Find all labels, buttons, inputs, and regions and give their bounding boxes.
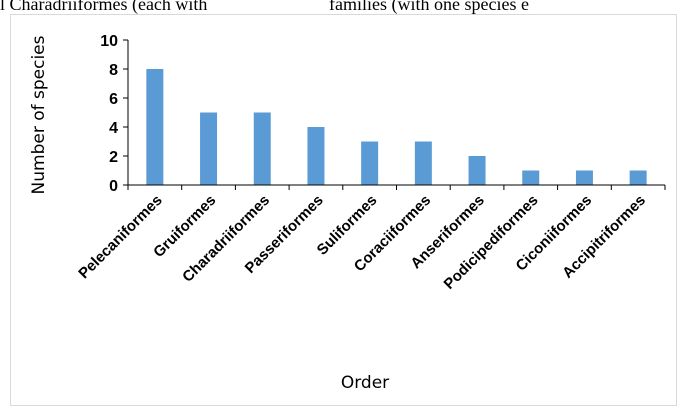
bar bbox=[522, 170, 540, 185]
y-tick-label: 0 bbox=[109, 178, 118, 195]
y-axis: 0 2 4 6 8 10 bbox=[100, 33, 129, 195]
bar bbox=[146, 69, 164, 185]
bar bbox=[307, 127, 325, 185]
bar bbox=[629, 170, 647, 185]
caption-fragment-right: families (with one species e bbox=[329, 0, 529, 14]
bars bbox=[146, 69, 647, 185]
y-tick-label: 8 bbox=[109, 62, 118, 79]
bar bbox=[200, 112, 218, 185]
clipped-caption-text: l Charadriiformes (each with families (w… bbox=[0, 0, 686, 18]
y-tick-label: 4 bbox=[109, 120, 118, 137]
bar bbox=[361, 141, 379, 185]
bar bbox=[575, 170, 593, 185]
y-tick-label: 10 bbox=[100, 33, 118, 50]
bar bbox=[468, 156, 486, 185]
x-tick-label: Pelecaniformes bbox=[75, 192, 165, 282]
y-tick-label: 2 bbox=[109, 149, 118, 166]
caption-fragment-left: l Charadriiformes (each with bbox=[0, 0, 208, 14]
y-axis-title: Number of species bbox=[29, 35, 49, 194]
bar bbox=[253, 112, 271, 185]
y-tick-label: 6 bbox=[109, 91, 118, 108]
x-tick-label: Podicipediformes bbox=[441, 192, 542, 293]
chart-frame bbox=[10, 14, 677, 406]
x-axis-title: Order bbox=[341, 373, 389, 393]
x-axis: PelecaniformesGruiformesCharadriiformesP… bbox=[75, 184, 666, 293]
bar bbox=[414, 141, 432, 185]
